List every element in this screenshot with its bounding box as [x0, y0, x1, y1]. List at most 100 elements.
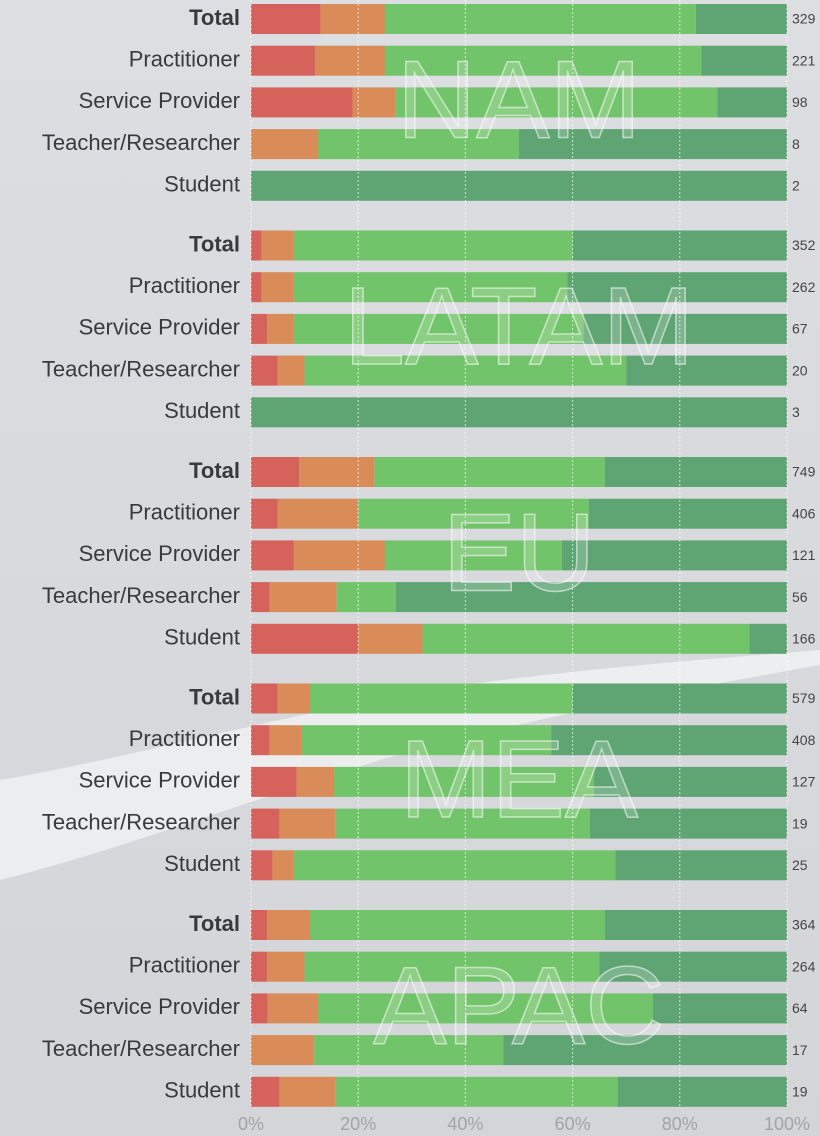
bar-segment: [594, 766, 787, 797]
category-label: Service Provider: [79, 994, 240, 1019]
bar-segment: [422, 623, 750, 654]
bar-segment: [749, 623, 787, 654]
category-label: Total: [189, 684, 240, 709]
count-label: 352: [792, 237, 816, 253]
bar-segment: [251, 850, 273, 881]
bar-segment: [395, 582, 787, 613]
category-label: Student: [164, 625, 240, 650]
bar-segment: [251, 683, 278, 714]
bar-segment: [335, 808, 590, 839]
count-label: 67: [792, 321, 808, 337]
bar-segment: [251, 355, 278, 386]
bar-segment: [717, 87, 787, 118]
bar-segment: [604, 910, 787, 940]
category-label: Teacher/Researcher: [42, 1036, 240, 1061]
bar-segment: [277, 498, 359, 529]
bar-segment: [385, 45, 702, 76]
bar-segment: [251, 1035, 315, 1066]
bar-segment: [251, 582, 270, 613]
bar-segment: [583, 313, 787, 344]
bar-segment: [279, 808, 336, 839]
x-tick-label: 100%: [764, 1114, 810, 1134]
bar-segment: [567, 272, 787, 303]
category-label: Total: [189, 5, 240, 30]
count-label: 8: [792, 136, 800, 152]
bar-segment: [318, 129, 519, 160]
bar-segment: [251, 129, 318, 160]
bar-segment: [334, 766, 595, 797]
count-label: 19: [792, 1084, 808, 1100]
bar-segment: [251, 540, 294, 571]
x-tick-label: 20%: [340, 1114, 376, 1134]
bar-segment: [604, 457, 787, 487]
bar-segment: [251, 457, 300, 487]
bar-segment: [267, 313, 294, 344]
bar-segment: [395, 87, 718, 118]
count-label: 20: [792, 362, 808, 378]
bar-segment: [309, 683, 573, 714]
bar-segment: [315, 45, 385, 76]
bar-segment: [589, 808, 787, 839]
bar-segment: [251, 808, 280, 839]
bar-segment: [293, 850, 616, 881]
region-watermark: LATAM: [344, 265, 694, 388]
category-label: Practitioner: [129, 47, 240, 72]
count-label: 406: [792, 505, 816, 521]
bar-segment: [267, 951, 305, 982]
bar-segment: [293, 540, 385, 571]
bar-segment: [301, 725, 552, 756]
count-label: 166: [792, 631, 816, 647]
bar-segment: [251, 313, 268, 344]
count-label: 329: [792, 11, 816, 27]
bar-segment: [251, 910, 268, 940]
x-tick-label: 0%: [238, 1114, 264, 1134]
bar-segment: [251, 725, 270, 756]
category-label: Student: [164, 1078, 240, 1103]
bar-segment: [251, 498, 278, 529]
category-label: Service Provider: [79, 88, 240, 113]
bar-segment: [251, 951, 268, 982]
bar-segment: [261, 230, 294, 261]
category-label: Total: [189, 911, 240, 936]
bar-segment: [251, 230, 262, 261]
bar-segment: [251, 87, 353, 118]
bar-segment: [385, 4, 696, 34]
bar-segment: [653, 993, 787, 1024]
bar-segment: [277, 683, 310, 714]
count-label: 408: [792, 732, 816, 748]
count-label: 56: [792, 589, 808, 605]
bar-segment: [261, 272, 294, 303]
bar-segment: [279, 1076, 336, 1107]
bar-segment: [309, 910, 605, 940]
bar-segment: [267, 910, 310, 940]
bar-segment: [318, 993, 653, 1024]
bar-segment: [269, 725, 302, 756]
count-label: 121: [792, 547, 816, 563]
category-label: Service Provider: [79, 541, 240, 566]
region-watermark: NAM: [397, 38, 641, 161]
region-watermark: MEA: [400, 718, 639, 841]
bar-segment: [251, 623, 359, 654]
bar-segment: [269, 582, 337, 613]
bar-segment: [251, 397, 787, 428]
category-label: Practitioner: [129, 500, 240, 525]
bar-segment: [251, 1076, 280, 1107]
bar-segment: [503, 1035, 787, 1066]
bar-segment: [251, 4, 321, 34]
bar-segment: [615, 850, 787, 881]
category-label: Student: [164, 398, 240, 423]
bar-segment: [599, 951, 787, 982]
bar-segment: [272, 850, 294, 881]
bar-segment: [267, 993, 318, 1024]
bar-segment: [296, 766, 335, 797]
bar-segment: [251, 766, 297, 797]
count-label: 64: [792, 1000, 808, 1016]
bar-segment: [374, 457, 605, 487]
category-label: Practitioner: [129, 273, 240, 298]
bar-segment: [588, 498, 787, 529]
bar-segment: [251, 45, 316, 76]
category-label: Teacher/Researcher: [42, 809, 240, 834]
category-label: Teacher/Researcher: [42, 356, 240, 381]
category-label: Student: [164, 851, 240, 876]
